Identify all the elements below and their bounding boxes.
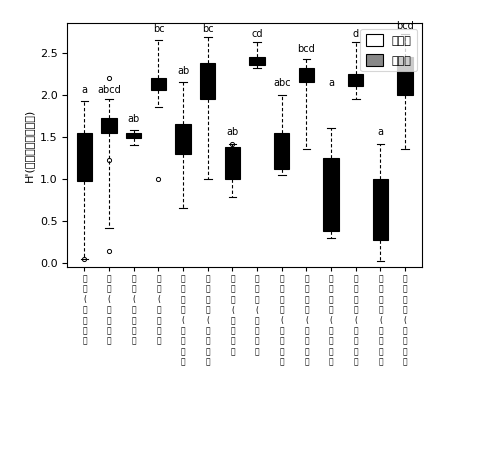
- PathPatch shape: [77, 133, 92, 182]
- Y-axis label: H'(各ブロットの平均): H'(各ブロットの平均): [24, 109, 34, 182]
- Text: bcd: bcd: [298, 44, 315, 54]
- PathPatch shape: [274, 133, 289, 169]
- Text: d: d: [353, 29, 359, 39]
- Text: bcd: bcd: [396, 22, 414, 31]
- Text: a: a: [328, 78, 334, 88]
- Text: abcd: abcd: [97, 85, 121, 95]
- Text: abc: abc: [273, 78, 290, 88]
- PathPatch shape: [397, 57, 413, 95]
- PathPatch shape: [250, 57, 265, 65]
- Text: a: a: [377, 127, 384, 137]
- Legend: 人工林, 二次林: 人工林, 二次林: [360, 29, 417, 71]
- PathPatch shape: [299, 68, 314, 82]
- Text: ab: ab: [128, 114, 140, 124]
- PathPatch shape: [348, 74, 363, 86]
- Text: ab: ab: [177, 66, 189, 76]
- PathPatch shape: [324, 158, 339, 231]
- PathPatch shape: [176, 124, 191, 154]
- Text: a: a: [82, 85, 87, 95]
- PathPatch shape: [126, 133, 142, 138]
- PathPatch shape: [373, 179, 388, 240]
- Text: bc: bc: [202, 24, 214, 34]
- PathPatch shape: [225, 147, 240, 179]
- Text: bc: bc: [153, 24, 164, 34]
- PathPatch shape: [151, 78, 166, 90]
- Text: cd: cd: [252, 29, 263, 39]
- Text: ab: ab: [227, 127, 239, 137]
- PathPatch shape: [200, 63, 216, 99]
- PathPatch shape: [101, 118, 117, 133]
